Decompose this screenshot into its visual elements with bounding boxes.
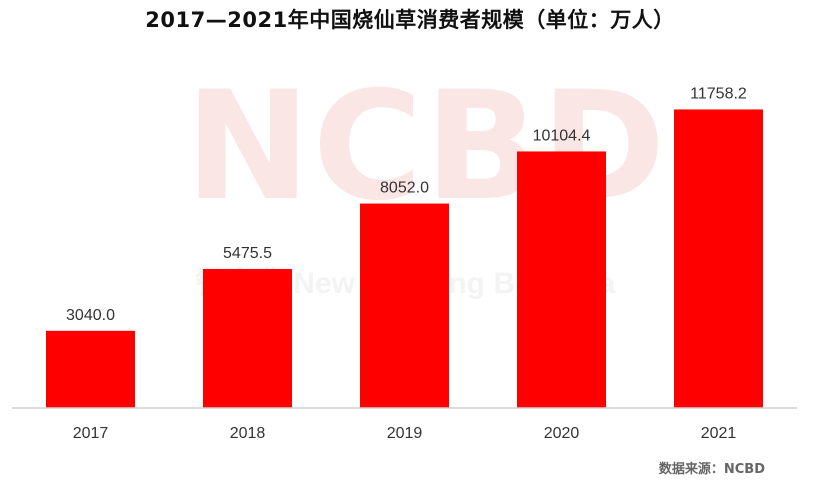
x-tick-2019: 2019 — [387, 425, 423, 442]
x-tick-2018: 2018 — [230, 425, 266, 442]
x-tick-labels: 2017 2018 2019 2020 2021 — [73, 425, 737, 442]
data-label-2021: 11758.2 — [690, 85, 747, 102]
data-label-2018: 5475.5 — [223, 245, 272, 262]
bar-2018 — [203, 268, 292, 408]
bar-2021 — [674, 109, 763, 408]
data-label-2017: 3040.0 — [66, 307, 115, 324]
data-label-2020: 10104.4 — [533, 127, 591, 144]
bars-layer — [46, 109, 763, 408]
x-tick-2017: 2017 — [73, 425, 109, 442]
bar-2019 — [360, 203, 449, 408]
x-tick-2020: 2020 — [544, 425, 580, 442]
x-tick-2021: 2021 — [701, 425, 737, 442]
bar-2017 — [46, 330, 135, 408]
chart-title: 2017—2021年中国烧仙草消费者规模（单位：万人） — [145, 8, 675, 32]
data-label-2019: 8052.0 — [380, 180, 429, 197]
bar-2020 — [517, 151, 606, 408]
labels-layer: 3040.0 5475.5 8052.0 10104.4 11758.2 — [66, 85, 747, 323]
source-note: 数据来源：NCBD — [658, 462, 765, 477]
